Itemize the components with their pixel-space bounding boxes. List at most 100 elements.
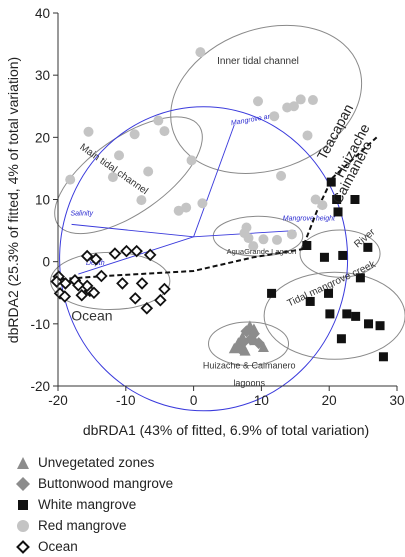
open-diamond-point [72,279,85,292]
legend: Unvegetated zones Buttonwood mangrove Wh… [16,452,276,557]
open-diamond-point [108,247,122,260]
legend-item-unvegetated: Unvegetated zones [16,452,276,473]
group-ellipse [170,24,363,174]
data-points [50,47,388,362]
legend-label: Buttonwood mangrove [38,476,174,491]
y-tick-label: 0 [42,255,50,270]
open-diamond-point [89,252,103,266]
circle-point [65,174,76,185]
y-axis-label: dbRDA2 (25.3% of fitted, 4% of total var… [5,57,21,343]
x-tick-label: 10 [254,393,269,408]
circle-point [282,102,293,113]
circle-point [153,115,164,126]
circle-point [258,234,269,245]
circle-point [195,47,206,58]
circle-point [129,129,140,140]
open-diamond-point [129,292,142,305]
square-point [324,288,334,298]
open-diamond-point [143,248,157,262]
square-point [332,195,342,204]
group-label: Ocean [71,308,112,324]
square-point [350,195,360,204]
circle-point [186,155,197,166]
open-diamond-point [87,286,101,300]
y-tick-label: 20 [35,130,50,145]
group-label: Inner tidal channel [217,56,299,67]
equilibrium-circle [59,106,349,412]
y-tick-label: -20 [30,379,50,394]
circle-point [307,95,318,106]
legend-label: Unvegetated zones [38,455,155,470]
triangle-point [239,345,251,356]
triangle-point [257,341,269,352]
x-tick-label: 20 [322,393,337,408]
legend-item-red-mangrove: Red mangrove [16,515,276,536]
vector-label: Mangrove height [283,216,336,223]
equilibrium-circle-ring [59,106,349,412]
open-diamond-point [135,277,149,290]
circle-point [276,170,287,181]
group-ellipse [299,229,381,278]
square-point [351,311,361,321]
square-point [338,250,348,260]
square-point [378,352,388,362]
square-point [267,288,277,298]
circle-point [197,198,208,209]
group-ellipse [263,271,405,360]
circle-point [253,96,264,107]
circle-point [269,111,280,122]
y-tick-label: 40 [35,6,50,21]
x-tick-label: 0 [190,393,198,408]
triangle-icon [16,456,30,470]
open-diamond-point [158,282,171,296]
circle-point [143,166,154,177]
open-diamond-point [95,269,108,283]
open-diamond-point [58,290,72,303]
open-diamond-point [80,249,94,263]
circle-point [271,234,282,245]
group-label: AguaGrande Lagoon [227,247,297,256]
diamond-point [237,335,250,348]
legend-label: White mangrove [38,497,137,512]
square-point [355,273,365,283]
x-tick-label: -20 [48,393,68,408]
open-diamond-point [116,277,129,290]
axes: -20 -10 0 10 20 30 -20 -10 0 10 20 30 40 [30,6,404,408]
square-point [319,252,329,262]
circle-point [248,241,259,252]
open-diamond-point [154,293,167,307]
circle-point [83,126,94,137]
vector-line [193,124,235,237]
open-diamond-icon [16,539,30,554]
open-diamond-point [130,244,143,258]
x-tick-label: -10 [116,393,136,408]
square-point [336,334,346,344]
diamond-point [252,337,265,350]
square-point [302,241,312,251]
diamond-icon [16,476,30,491]
square-point [326,177,336,187]
vector-label: Salinity [70,211,93,218]
open-diamond-point [80,279,94,293]
open-diamond-point [75,288,89,302]
circle-point [159,126,170,137]
circle-point [181,202,192,213]
y-tick-label: -10 [30,317,50,332]
square-icon [16,498,30,512]
square-point [375,321,385,331]
y-tick-label: 30 [35,68,50,83]
x-axis-label: dbRDA1 (43% of fitted, 6.9% of total var… [83,422,369,438]
group-ellipse [208,321,290,366]
legend-item-buttonwood: Buttonwood mangrove [16,473,276,494]
group-label: Huizache & Caimanero [203,361,296,371]
group-ellipse [212,215,304,257]
vector-line [71,223,194,238]
open-diamond-point [50,275,63,288]
group-label: lagoons [233,378,265,388]
circle-point [107,172,118,183]
legend-item-white-mangrove: White mangrove [16,494,276,515]
square-point [342,309,352,319]
square-point [364,319,374,329]
square-point [305,296,315,306]
